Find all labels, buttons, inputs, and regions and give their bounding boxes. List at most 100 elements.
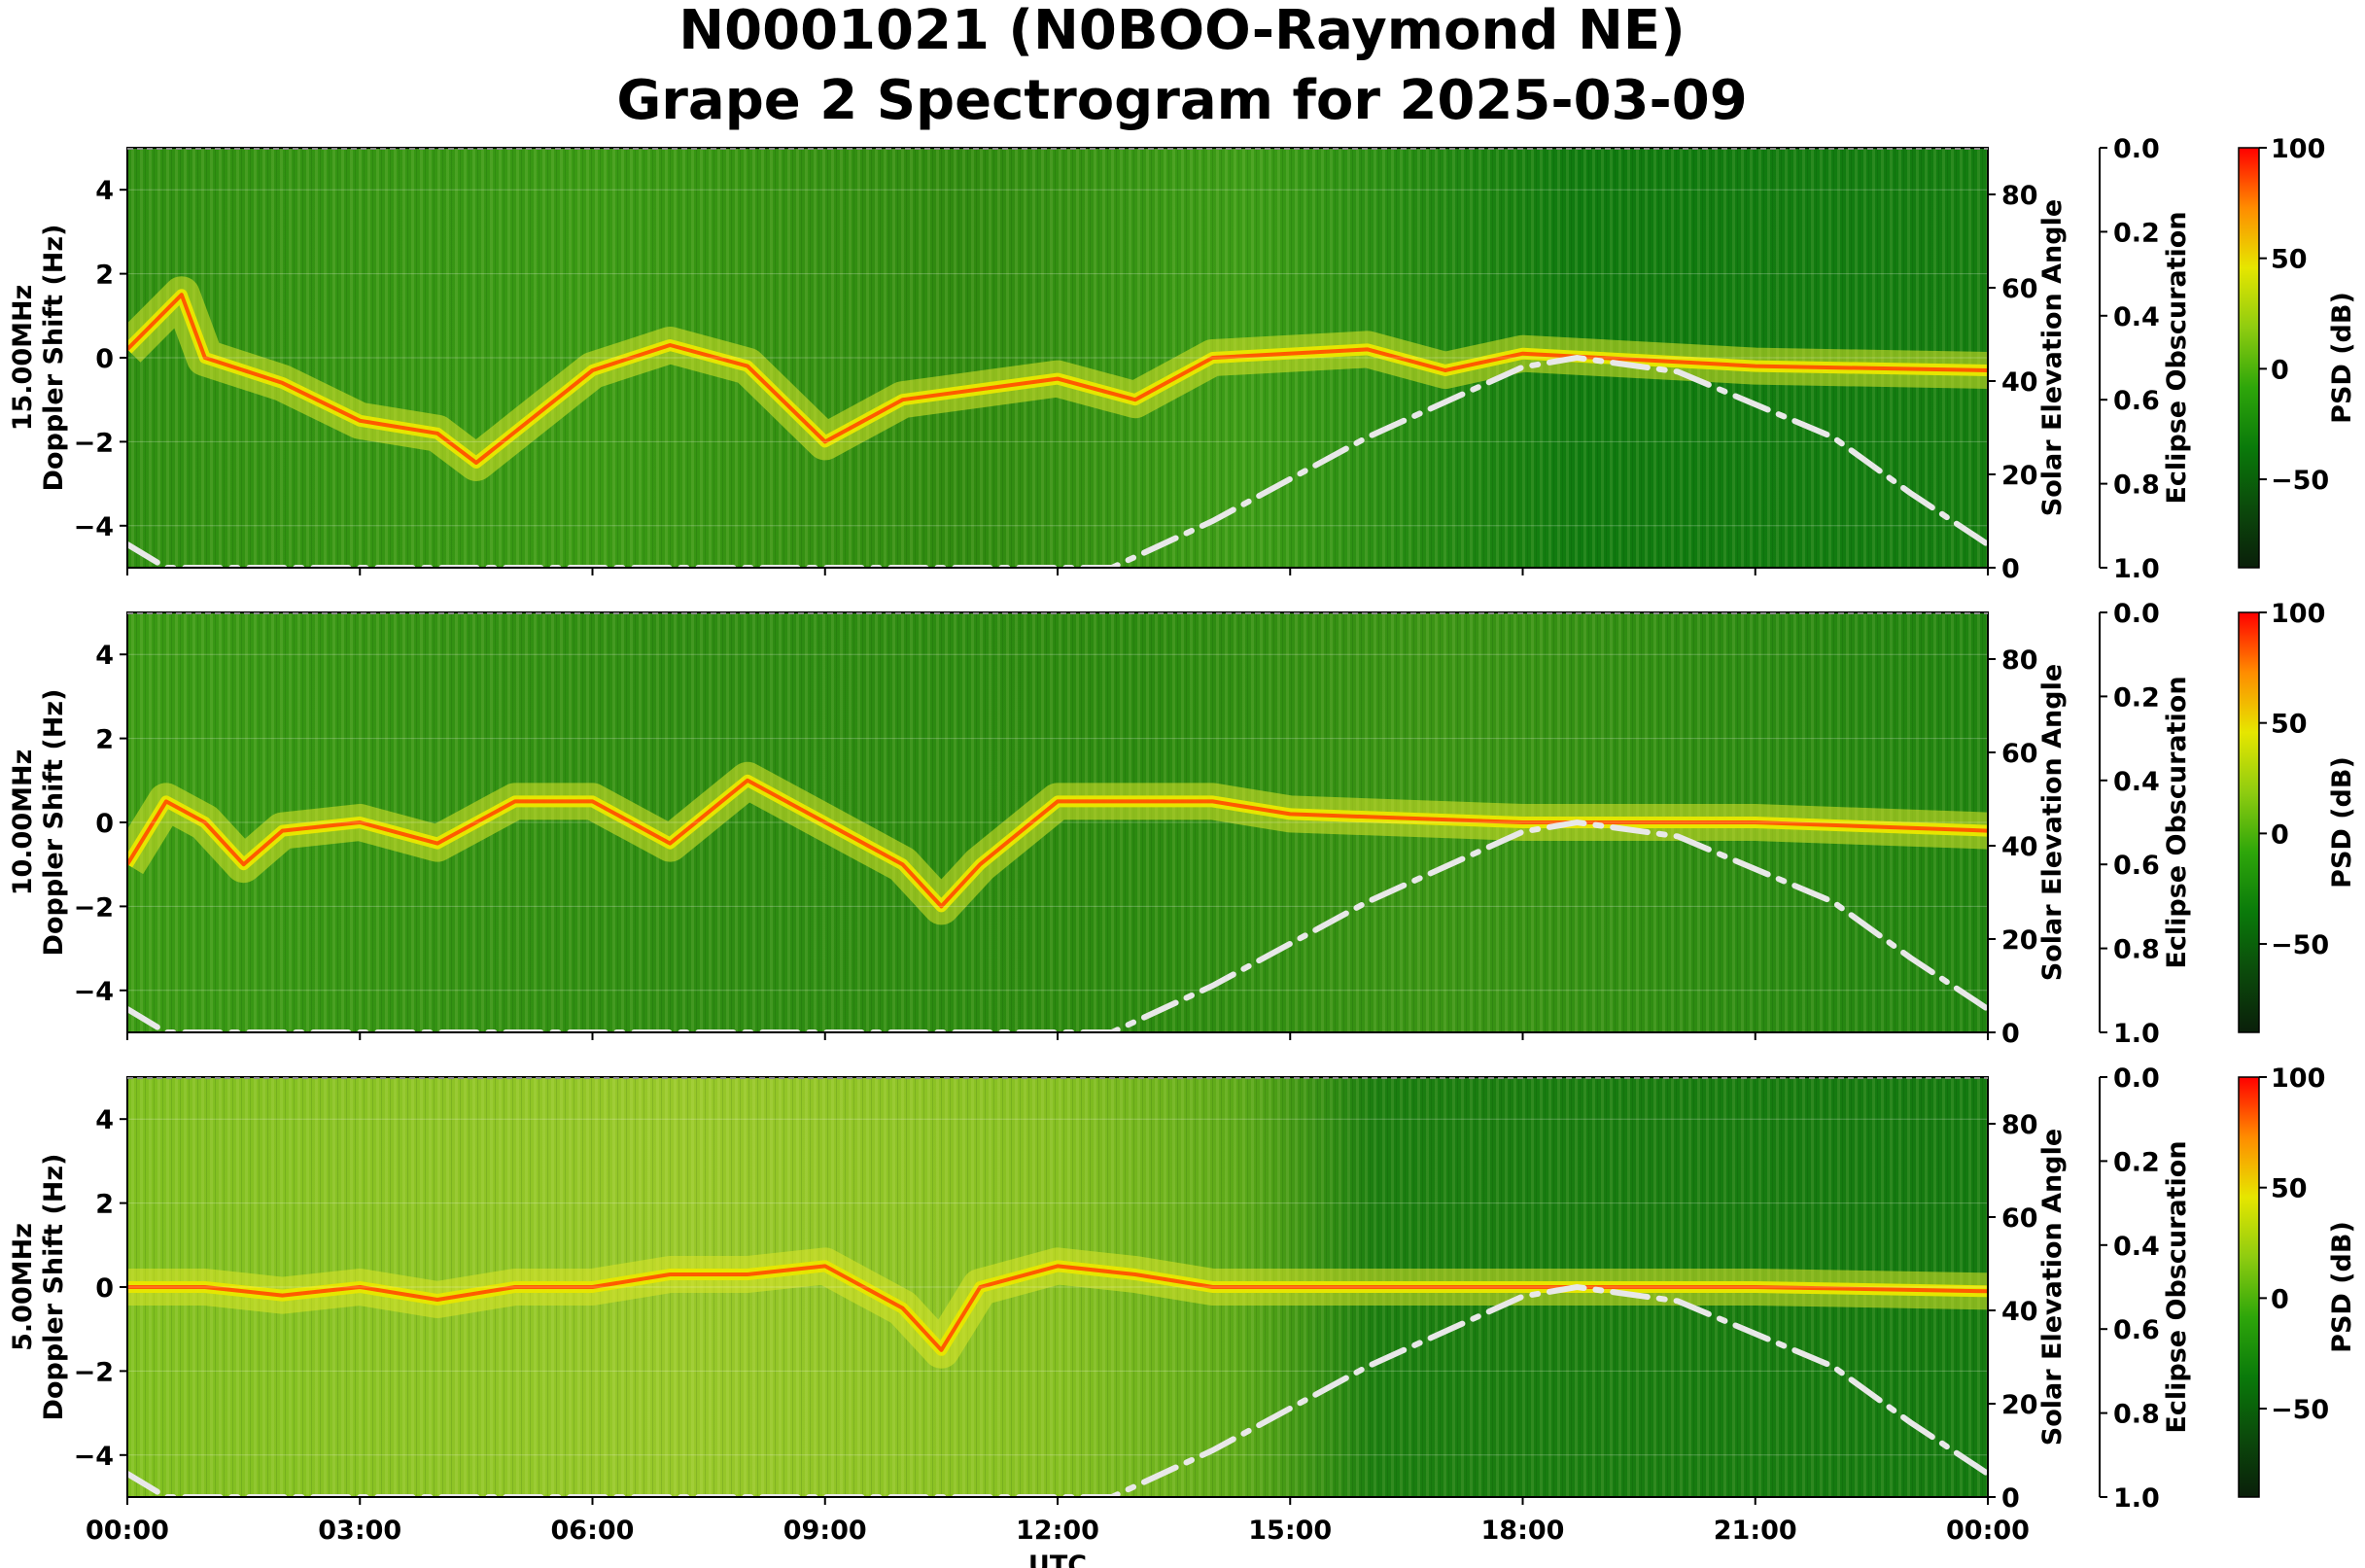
- eclipse-axis-label: Eclipse Obscuration: [2162, 1140, 2192, 1433]
- xtick-label: 12:00: [1016, 1516, 1099, 1546]
- eclipse-axis-label: Eclipse Obscuration: [2162, 211, 2192, 504]
- colorbar-tick-label: −50: [2271, 466, 2329, 496]
- ytick-label: 4: [95, 176, 114, 206]
- title-line-2: Grape 2 Spectrogram for 2025-03-09: [616, 69, 1747, 132]
- elev-tick-label: 20: [2001, 461, 2038, 491]
- eclipse-tick-label: 0.8: [2113, 1400, 2160, 1430]
- ytick-label: −2: [74, 1357, 114, 1387]
- panel-frequency-label: 15.00MHz: [8, 285, 38, 432]
- colorbar-tick-label: 100: [2271, 1063, 2325, 1094]
- panel-2: 420−2−45.00MHz Doppler Shift (Hz)80604020…: [8, 1063, 2357, 1568]
- eclipse-tick-label: 0.0: [2113, 599, 2160, 629]
- elev-tick-label: 40: [2001, 367, 2038, 398]
- eclipse-tick-label: 1.0: [2113, 1019, 2160, 1049]
- ylabel: Doppler Shift (Hz): [39, 1154, 69, 1421]
- colorbar-tick-label: 0: [2271, 1284, 2289, 1314]
- colorbar-tick-label: 100: [2271, 599, 2325, 629]
- ytick-label: 0: [95, 809, 114, 839]
- elev-axis-label: Solar Elevation Angle: [2037, 199, 2068, 516]
- eclipse-tick-label: 0.8: [2113, 935, 2160, 965]
- ylabel: Doppler Shift (Hz): [39, 225, 69, 492]
- eclipse-tick-label: 1.0: [2113, 1483, 2160, 1514]
- elev-tick-label: 80: [2001, 181, 2038, 211]
- colorbar: [2238, 611, 2260, 1033]
- eclipse-tick-label: 0.6: [2113, 1315, 2160, 1345]
- ytick-label: −4: [74, 1442, 114, 1472]
- colorbar-tick-label: 100: [2271, 134, 2325, 164]
- eclipse-tick-label: 0.6: [2113, 386, 2160, 416]
- xlabel: UTC: [1028, 1551, 1087, 1568]
- ytick-label: 2: [95, 1190, 114, 1220]
- eclipse-axis-label: Eclipse Obscuration: [2162, 676, 2192, 968]
- eclipse-tick-label: 0.4: [2113, 767, 2160, 797]
- spectrogram-area: [127, 148, 1988, 568]
- panel-1: 420−2−410.00MHz Doppler Shift (Hz)8060402…: [8, 599, 2357, 1049]
- eclipse-tick-label: 0.2: [2113, 218, 2160, 248]
- elev-tick-label: 80: [2001, 645, 2038, 676]
- solar-elevation-curve: [127, 819, 1988, 1032]
- panel-frequency-label: 5.00MHz: [8, 1223, 38, 1351]
- eclipse-tick-label: 0.8: [2113, 470, 2160, 501]
- xtick-label: 03:00: [318, 1516, 401, 1546]
- title-line-1: N0001021 (N0BOO-Raymond NE): [678, 0, 1685, 62]
- xtick-label: 00:00: [86, 1516, 169, 1546]
- spectrogram-area: [127, 1077, 1988, 1497]
- panel-0: 420−2−415.00MHz Doppler Shift (Hz)8060402…: [8, 134, 2357, 584]
- elev-tick-label: 80: [2001, 1110, 2038, 1140]
- ytick-label: 0: [95, 344, 114, 374]
- solar-elevation-curve: [127, 354, 1988, 568]
- colorbar-label: PSD (dB): [2327, 756, 2357, 889]
- colorbar-label: PSD (dB): [2327, 292, 2357, 424]
- eclipse-tick-label: 0.4: [2113, 1232, 2160, 1262]
- elev-axis-label: Solar Elevation Angle: [2037, 1129, 2068, 1446]
- elev-tick-label: 0: [2001, 1019, 2020, 1049]
- ytick-label: −4: [74, 977, 114, 1007]
- carrier-line: [127, 293, 1988, 465]
- xtick-label: 15:00: [1248, 1516, 1332, 1546]
- colorbar-tick-label: 0: [2271, 355, 2289, 385]
- ytick-label: −2: [74, 892, 114, 923]
- panel-frequency-label: 10.00MHz: [8, 749, 38, 896]
- eclipse-tick-label: 0.2: [2113, 682, 2160, 713]
- xtick-label: 06:00: [551, 1516, 635, 1546]
- eclipse-tick-label: 0.0: [2113, 134, 2160, 164]
- colorbar-tick-label: 0: [2271, 819, 2289, 850]
- elev-tick-label: 0: [2001, 554, 2020, 584]
- elev-tick-label: 20: [2001, 925, 2038, 956]
- eclipse-tick-label: 0.2: [2113, 1147, 2160, 1177]
- carrier-line: [127, 1264, 1988, 1352]
- ytick-label: 0: [95, 1273, 114, 1304]
- elev-tick-label: 60: [2001, 274, 2038, 304]
- colorbar-tick-label: 50: [2271, 245, 2308, 275]
- xtick-label: 09:00: [783, 1516, 867, 1546]
- xtick-label: 21:00: [1714, 1516, 1797, 1546]
- eclipse-tick-label: 0.0: [2113, 1063, 2160, 1094]
- solar-elevation-curve: [127, 1283, 1988, 1497]
- colorbar-tick-label: −50: [2271, 1395, 2329, 1425]
- eclipse-tick-label: 0.4: [2113, 302, 2160, 332]
- carrier-line: [127, 778, 1988, 909]
- spectrogram-area: [127, 612, 1988, 1032]
- elev-tick-label: 60: [2001, 1203, 2038, 1234]
- ytick-label: 4: [95, 1105, 114, 1135]
- xtick-label: 18:00: [1481, 1516, 1565, 1546]
- xtick-label: 00:00: [1946, 1516, 2030, 1546]
- elev-tick-label: 60: [2001, 739, 2038, 769]
- elev-tick-label: 20: [2001, 1390, 2038, 1420]
- ytick-label: 4: [95, 641, 114, 671]
- elev-tick-label: 40: [2001, 832, 2038, 862]
- colorbar: [2238, 147, 2260, 569]
- colorbar-tick-label: −50: [2271, 930, 2329, 960]
- elev-tick-label: 0: [2001, 1483, 2020, 1514]
- colorbar-label: PSD (dB): [2327, 1221, 2357, 1353]
- ylabel: Doppler Shift (Hz): [39, 689, 69, 957]
- ytick-label: −4: [74, 512, 114, 542]
- elev-tick-label: 40: [2001, 1297, 2038, 1327]
- colorbar-tick-label: 50: [2271, 1174, 2308, 1204]
- colorbar: [2238, 1076, 2260, 1498]
- eclipse-tick-label: 1.0: [2113, 554, 2160, 584]
- ytick-label: 2: [95, 725, 114, 755]
- colorbar-tick-label: 50: [2271, 710, 2308, 740]
- eclipse-tick-label: 0.6: [2113, 851, 2160, 881]
